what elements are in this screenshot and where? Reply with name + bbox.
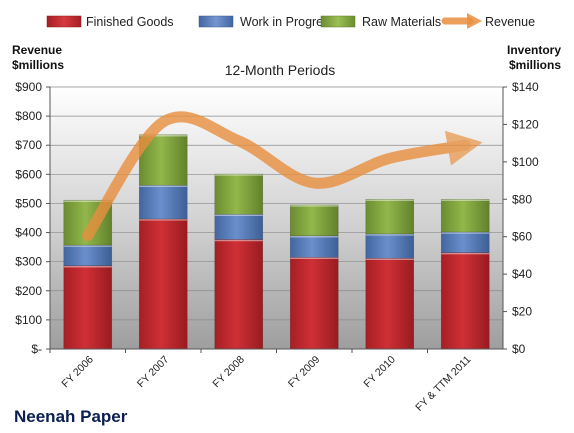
left-tick-label: $200 xyxy=(15,284,42,298)
right-tick-label: $0 xyxy=(512,342,526,356)
right-tick-label: $20 xyxy=(512,305,532,319)
left-tick-label: $600 xyxy=(15,167,42,181)
bar-work-in-progress-fy-2008 xyxy=(214,213,264,240)
bar-work-in-progress-fy-2006 xyxy=(63,244,113,267)
category-label: FY & TTM 2011 xyxy=(413,354,473,414)
right-axis-title-line1: Inventory xyxy=(507,43,561,57)
bar-work-in-progress-fy-ttm-2011 xyxy=(440,231,490,253)
right-tick-label: $100 xyxy=(512,155,539,169)
bar-finished-goods-fy-2009 xyxy=(289,256,339,350)
left-tick-label: $900 xyxy=(15,80,42,94)
bar-raw-materials-fy-2009 xyxy=(289,204,339,237)
category-label: FY 2007 xyxy=(135,354,172,391)
right-axis-title-line2: $millions xyxy=(509,58,561,72)
legend: Finished Goods Work in Progress Raw Mate… xyxy=(46,13,535,29)
right-tick-label: $60 xyxy=(512,230,532,244)
legend-swatch-finished-goods xyxy=(46,15,82,28)
bar-finished-goods-fy-2007 xyxy=(138,218,188,350)
left-tick-label: $500 xyxy=(15,196,42,210)
left-tick-label: $100 xyxy=(15,313,42,327)
legend-arrow-icon xyxy=(467,13,482,29)
left-tick-label: $800 xyxy=(15,109,42,123)
chart-title: 12-Month Periods xyxy=(225,62,336,78)
legend-item-revenue: Revenue xyxy=(441,13,535,29)
category-label: FY 2006 xyxy=(59,354,96,391)
left-tick-label: $300 xyxy=(15,255,42,269)
revenue-line-layer xyxy=(82,111,483,241)
bar-finished-goods-fy-2008 xyxy=(214,239,264,350)
bar-finished-goods-fy-ttm-2011 xyxy=(440,252,490,350)
revenue-line xyxy=(82,111,483,241)
company-name: Neenah Paper xyxy=(14,407,128,426)
bar-raw-materials-fy-ttm-2011 xyxy=(440,198,490,233)
bar-work-in-progress-fy-2007 xyxy=(138,184,188,220)
legend-swatch-work-in-progress xyxy=(198,15,234,28)
left-tick-label: $400 xyxy=(15,226,42,240)
bar-raw-materials-fy-2010 xyxy=(365,198,415,235)
bar-finished-goods-fy-2010 xyxy=(365,257,415,350)
left-axis-title-line2: $millions xyxy=(12,58,64,72)
bar-work-in-progress-fy-2009 xyxy=(289,235,339,258)
legend-item-finished-goods: Finished Goods xyxy=(46,15,174,29)
legend-item-work-in-progress: Work in Progress xyxy=(198,15,336,29)
legend-label-work-in-progress: Work in Progress xyxy=(240,15,336,29)
left-tick-label: $700 xyxy=(15,138,42,152)
legend-label-finished-goods: Finished Goods xyxy=(86,15,174,29)
right-tick-label: $120 xyxy=(512,117,539,131)
bar-work-in-progress-fy-2010 xyxy=(365,233,415,259)
right-tick-label: $140 xyxy=(512,80,539,94)
legend-swatch-raw-materials xyxy=(320,15,356,28)
bar-finished-goods-fy-2006 xyxy=(63,265,113,350)
bar-raw-materials-fy-2008 xyxy=(214,173,264,215)
legend-label-raw-materials: Raw Materials xyxy=(362,15,441,29)
category-label: FY 2009 xyxy=(286,354,323,391)
legend-label-revenue: Revenue xyxy=(485,15,535,29)
category-label: FY 2008 xyxy=(210,354,247,391)
left-axis-title-line1: Revenue xyxy=(12,43,62,57)
plot-area xyxy=(50,87,503,349)
bars xyxy=(63,134,490,350)
right-tick-label: $40 xyxy=(512,267,532,281)
category-label: FY 2010 xyxy=(361,354,398,391)
right-tick-label: $80 xyxy=(512,192,532,206)
left-tick-label: $- xyxy=(31,342,42,356)
legend-item-raw-materials: Raw Materials xyxy=(320,15,441,29)
